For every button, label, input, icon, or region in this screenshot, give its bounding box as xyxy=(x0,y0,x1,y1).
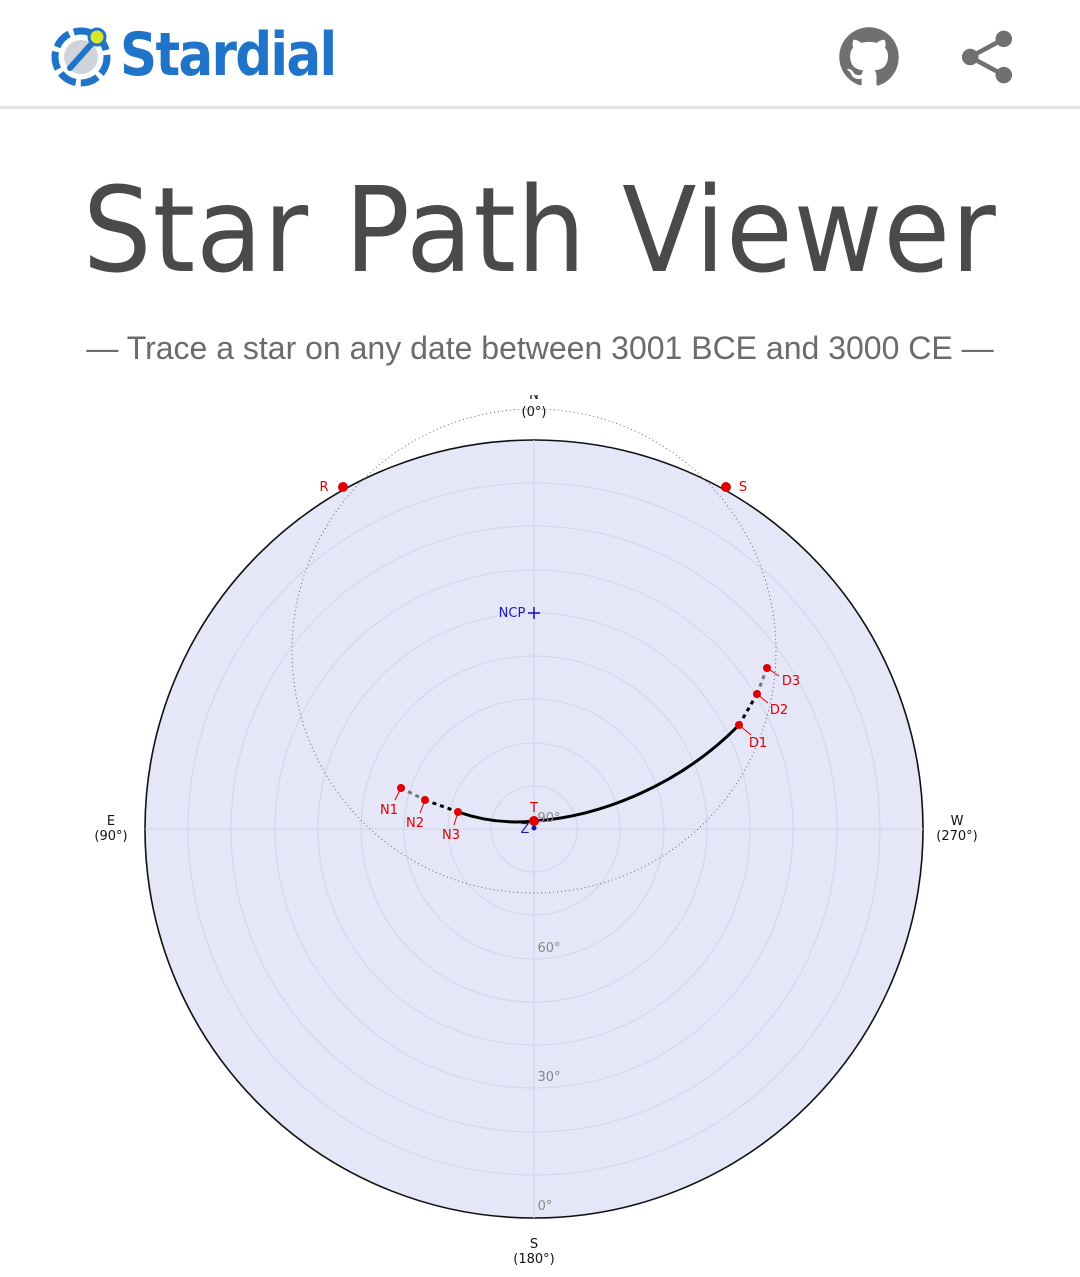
share-button[interactable] xyxy=(956,26,1018,88)
altitude-label-90: 90° xyxy=(537,811,560,826)
dawn-label-1: D1 xyxy=(749,736,767,751)
east-degree-label: (90°) xyxy=(94,829,127,844)
stardial-logo-icon xyxy=(51,27,111,87)
south-degree-label: (180°) xyxy=(513,1252,554,1267)
east-label: E xyxy=(107,814,115,829)
page-title: Star Path Viewer xyxy=(0,160,1080,300)
west-degree-label: (270°) xyxy=(936,829,977,844)
night-point-2 xyxy=(421,796,429,804)
night-label-3: N3 xyxy=(442,828,460,843)
night-label-1: N1 xyxy=(380,803,398,818)
dawn-point-1 xyxy=(735,721,743,729)
star-night-path xyxy=(457,723,741,824)
page-subtitle: — Trace a star on any date between 3001 … xyxy=(86,330,994,366)
github-icon xyxy=(839,27,899,86)
night-point-3 xyxy=(454,808,462,816)
top-app-bar: Stardial xyxy=(0,0,1080,109)
dawn-label-3: D3 xyxy=(782,674,800,689)
dawn-label-2: D2 xyxy=(770,703,788,718)
north-label: N xyxy=(529,395,539,403)
altitude-label-0: 0° xyxy=(538,1199,553,1214)
star-path-chart: N (0°) E (90°) W (270°) S (180°) 0° 30° … xyxy=(94,395,977,1267)
set-point xyxy=(721,482,731,492)
github-button[interactable] xyxy=(838,26,900,88)
ncp-marker-icon xyxy=(528,607,540,619)
rise-point xyxy=(338,482,348,492)
brand-logo[interactable]: Stardial xyxy=(48,22,371,88)
dawn-point-3 xyxy=(763,664,771,672)
transit-point xyxy=(529,816,539,826)
page-title-text: Star Path Viewer xyxy=(83,161,997,299)
night-point-1 xyxy=(397,784,405,792)
altitude-label-60: 60° xyxy=(537,941,560,956)
west-label: W xyxy=(951,814,964,829)
dawn-path-dark xyxy=(737,693,759,726)
dawn-point-2 xyxy=(753,690,761,698)
brand-name: Stardial xyxy=(120,20,337,90)
north-degree-label: (0°) xyxy=(522,405,547,420)
share-icon xyxy=(961,30,1013,84)
night-label-2: N2 xyxy=(406,816,424,831)
ncp-label: NCP xyxy=(499,606,526,621)
transit-label: T xyxy=(529,801,538,816)
south-label: S xyxy=(530,1237,538,1252)
rise-label: R xyxy=(319,480,328,495)
dusk-path-dark xyxy=(424,798,459,814)
zenith-label: Z xyxy=(521,822,530,837)
set-label: S xyxy=(739,480,747,495)
altitude-label-30: 30° xyxy=(537,1070,560,1085)
zenith-point xyxy=(531,825,537,831)
